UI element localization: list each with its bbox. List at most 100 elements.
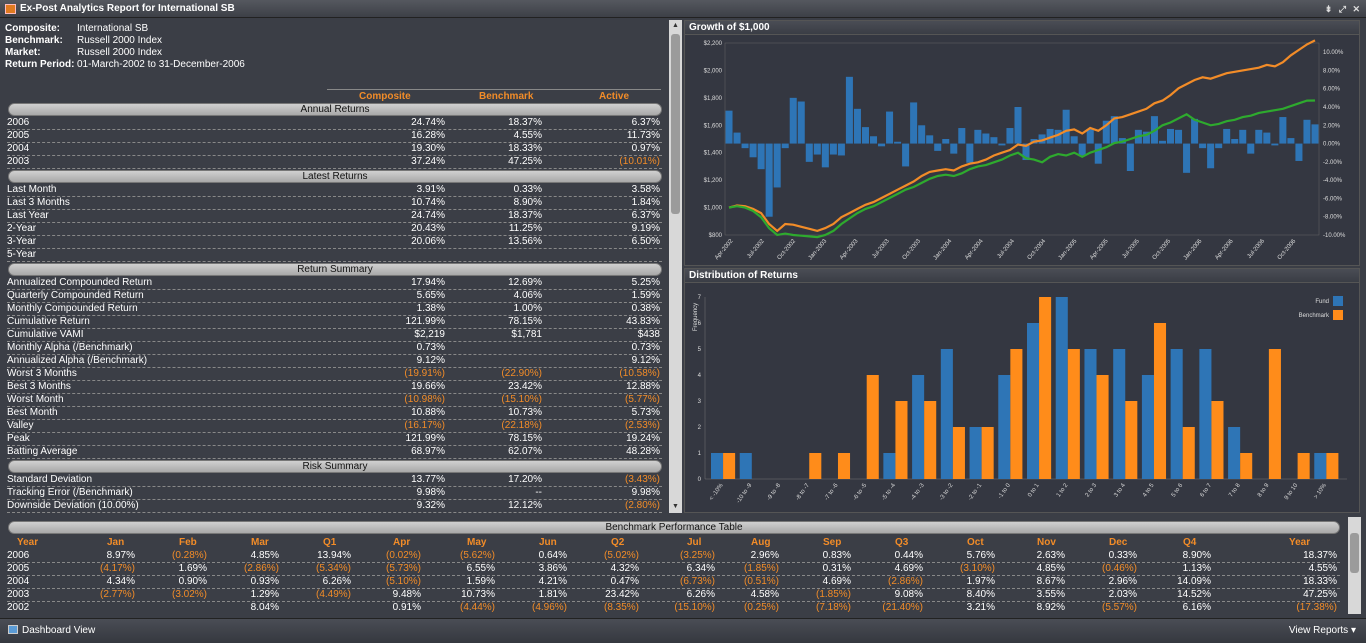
bottom-value: (8.35%) — [603, 602, 639, 613]
row-value: (10.98%) — [404, 394, 445, 405]
bottom-value: 2.96% — [1108, 576, 1137, 587]
row-label: Peak — [7, 433, 30, 444]
row-label: Annualized Compounded Return — [7, 277, 153, 288]
row-value: (15.10%) — [501, 394, 542, 405]
row-value: 78.15% — [508, 433, 542, 444]
x-tick-label: -1 to 0 — [997, 482, 1012, 500]
bottom-col-header: Dec — [1109, 537, 1128, 548]
meta-key: Composite: — [5, 23, 60, 34]
x-tick-label: 1 to 2 — [1056, 482, 1070, 498]
return-bar — [918, 125, 926, 144]
dist-bar-benchmark — [1067, 349, 1080, 479]
bottom-value: 0.47% — [610, 576, 639, 587]
bottom-value: 23.42% — [605, 589, 639, 600]
row-label: 2004 — [7, 143, 30, 154]
row-label: Cumulative Return — [7, 316, 90, 327]
row-label: Monthly Alpha (/Benchmark) — [7, 342, 133, 353]
data-row: Last Year 24.74% 18.37% 6.37% — [7, 210, 662, 223]
dist-bar-benchmark — [1096, 375, 1109, 479]
dashboard-view-button[interactable]: Dashboard View — [8, 621, 95, 641]
x-tick-label: -7 to -6 — [824, 482, 840, 502]
bottom-value: 4.34% — [106, 576, 135, 587]
return-bar — [853, 108, 861, 144]
view-reports-label: View Reports — [1288, 625, 1349, 636]
data-row: Cumulative Return 121.99% 78.15% 43.83% — [7, 316, 662, 329]
bottom-col-header: Apr — [393, 537, 411, 548]
return-bar — [974, 129, 982, 144]
return-bar — [749, 143, 757, 158]
return-bar — [878, 143, 886, 147]
bottom-value: (0.02%) — [385, 550, 421, 561]
row-value: 4.55% — [513, 130, 542, 141]
data-row: Batting Average 68.97% 62.07% 48.28% — [7, 446, 662, 459]
data-row: Monthly Alpha (/Benchmark) 0.73% 0.73% — [7, 342, 662, 355]
col-benchmark: Benchmark — [479, 91, 534, 102]
view-reports-button[interactable]: View Reports ▾ — [1288, 625, 1356, 636]
return-bar — [741, 143, 749, 149]
bottom-value: (0.28%) — [171, 550, 207, 561]
y-left-tick-label: $1,600 — [704, 123, 723, 129]
data-row: 3-Year 20.06% 13.56% 6.50% — [7, 236, 662, 249]
bottom-value: (5.10%) — [385, 576, 421, 587]
y-tick-label: 0 — [698, 477, 702, 483]
return-bar — [1263, 132, 1271, 144]
bottom-value: 8.04% — [250, 602, 279, 613]
x-tick-label: Apr-2006 — [1214, 238, 1235, 261]
row-value: 1.00% — [513, 303, 542, 314]
window-controls[interactable]: ⇟ ⤢ ✕ — [1324, 4, 1362, 14]
scroll-up-arrow[interactable]: ▲ — [672, 22, 679, 29]
bottom-col-header: Feb — [179, 537, 197, 548]
left-scrollbar[interactable]: ▲ ▼ — [669, 20, 682, 513]
dist-bar-fund — [912, 375, 925, 479]
bottom-value: 9.48% — [392, 589, 421, 600]
bottom-col-header: Q1 — [323, 537, 337, 548]
scroll-thumb[interactable] — [671, 34, 680, 214]
data-row: Peak 121.99% 78.15% 19.24% — [7, 433, 662, 446]
bottom-value: (3.02%) — [171, 589, 207, 600]
x-tick-label: -2 to -1 — [967, 482, 983, 502]
bottom-value: 0.33% — [1108, 550, 1137, 561]
row-value: 24.74% — [411, 210, 445, 221]
x-tick-label: -6 to -5 — [853, 482, 869, 502]
return-bar — [789, 97, 797, 144]
x-tick-label: Jul-2003 — [871, 238, 891, 260]
growth-chart: $800 $1,000 $1,200 $1,400 $1,600 $1,800 $2,000… — [704, 39, 1346, 261]
dist-bar-benchmark — [723, 453, 736, 479]
scroll-down-arrow[interactable]: ▼ — [672, 503, 679, 510]
row-value: 12.88% — [626, 381, 660, 392]
row-label: 2-Year — [7, 223, 37, 234]
y-right-tick-label: -8.00% — [1323, 215, 1343, 221]
data-row: Best Month 10.88% 10.73% 5.73% — [7, 407, 662, 420]
dist-bar-fund — [1027, 323, 1040, 479]
bottom-value: 1.81% — [538, 589, 567, 600]
dist-bar-benchmark — [924, 401, 937, 479]
col-composite: Composite — [359, 91, 411, 102]
row-label: Best 3 Months — [7, 381, 71, 392]
return-bar — [821, 143, 829, 168]
return-bar — [781, 143, 789, 149]
return-bar — [1231, 139, 1239, 144]
row-label: 2006 — [7, 117, 30, 128]
y-right-tick-label: -10.00% — [1323, 233, 1346, 239]
scroll-thumb[interactable] — [1350, 533, 1359, 573]
return-bar — [1014, 107, 1022, 144]
return-bar — [886, 111, 894, 144]
row-value: (22.90%) — [501, 368, 542, 379]
bottom-value: 0.90% — [178, 576, 207, 587]
row-label: Worst 3 Months — [7, 368, 77, 379]
meta-key: Return Period: — [5, 59, 75, 70]
bottom-value: 2.03% — [1108, 589, 1137, 600]
bottom-scrollbar[interactable] — [1348, 517, 1361, 614]
report-summary-panel: Composite: International SB Benchmark: Russ… — [5, 20, 668, 513]
bottom-value: (3.10%) — [959, 563, 995, 574]
meta-row: Benchmark: Russell 2000 Index — [5, 35, 668, 47]
data-row: 5-Year — [7, 249, 662, 262]
row-value: 121.99% — [405, 433, 445, 444]
bottom-value: 0.64% — [538, 550, 567, 561]
data-row: Worst 3 Months (19.91%) (22.90%) (10.58%) — [7, 368, 662, 381]
data-row: Worst Month (10.98%) (15.10%) (5.77%) — [7, 394, 662, 407]
dist-bar-benchmark — [1182, 427, 1195, 479]
y-left-tick-label: $1,200 — [704, 178, 723, 184]
bottom-table-row: 2004 4.34% 0.90% 0.93% 6.26% (5.10%) 1.59% 4.21… — [7, 576, 1340, 589]
row-value: 43.83% — [626, 316, 660, 327]
